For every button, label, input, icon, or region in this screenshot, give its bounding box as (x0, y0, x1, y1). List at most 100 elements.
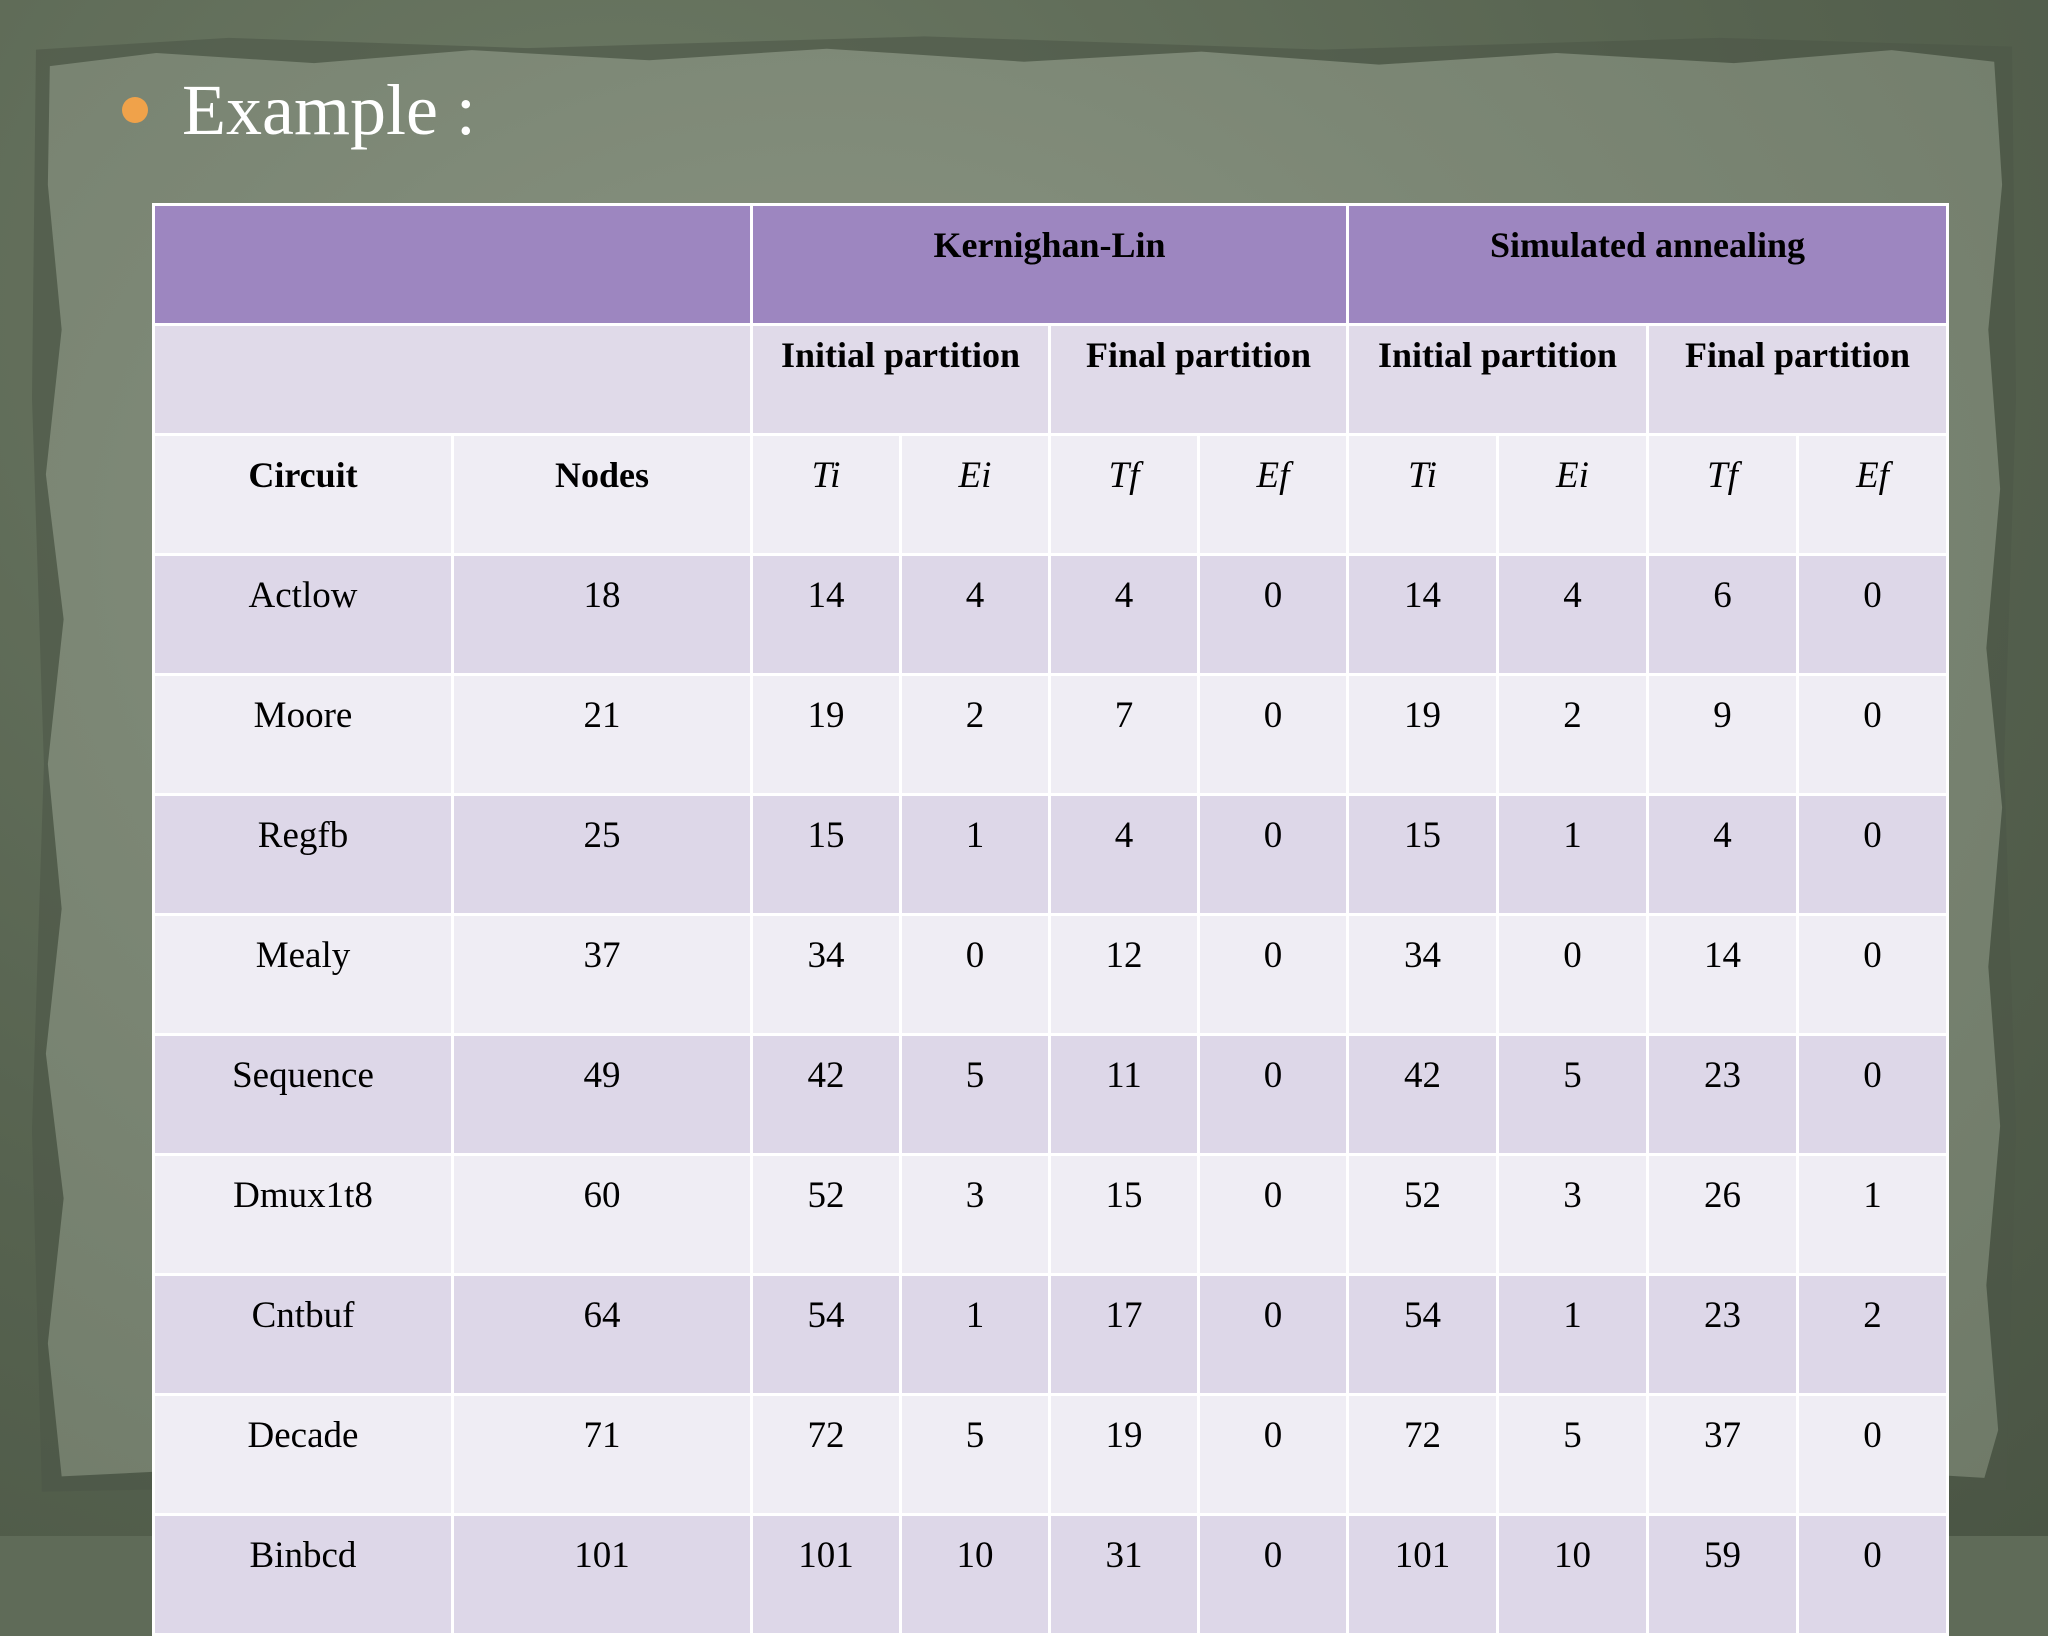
metric-value-cell: 4 (1048, 793, 1200, 916)
table-row: Actlow 18 14 4 4 0 14 4 6 0 (152, 553, 1950, 676)
metric-value-cell: 101 (1346, 1513, 1499, 1636)
metric-value-cell: 0 (1795, 793, 1950, 916)
bullet-icon (122, 97, 148, 123)
nodes-cell: 21 (451, 673, 753, 796)
metric-value-cell: 19 (750, 673, 902, 796)
column-header-metric: Ef (1197, 433, 1349, 556)
metric-value-cell: 0 (1197, 913, 1349, 1036)
metric-value-cell: 0 (1496, 913, 1649, 1036)
metric-value-cell: 42 (1346, 1033, 1499, 1156)
metric-value-cell: 15 (1346, 793, 1499, 916)
column-header-metric: Ti (750, 433, 902, 556)
metric-value-cell: 19 (1048, 1393, 1200, 1516)
circuit-name-cell: Mealy (152, 913, 454, 1036)
metric-value-cell: 0 (1197, 1393, 1349, 1516)
metric-value-cell: 14 (1346, 553, 1499, 676)
metric-value-cell: 52 (750, 1153, 902, 1276)
metric-value-cell: 2 (1795, 1273, 1950, 1396)
metric-value-cell: 3 (1496, 1153, 1649, 1276)
nodes-cell: 64 (451, 1273, 753, 1396)
circuit-name-cell: Cntbuf (152, 1273, 454, 1396)
circuit-name-cell: Moore (152, 673, 454, 796)
metric-value-cell: 101 (750, 1513, 902, 1636)
metric-value-cell: 0 (1197, 1153, 1349, 1276)
metric-value-cell: 10 (899, 1513, 1051, 1636)
metric-value-cell: 0 (899, 913, 1051, 1036)
subgroup-header-cell: Final partition (1645, 323, 1950, 436)
metric-value-cell: 0 (1795, 1033, 1950, 1156)
column-header-metric: Tf (1048, 433, 1200, 556)
circuit-name-cell: Regfb (152, 793, 454, 916)
metric-value-cell: 5 (1496, 1393, 1649, 1516)
metric-value-cell: 26 (1646, 1153, 1799, 1276)
metric-value-cell: 42 (750, 1033, 902, 1156)
metric-value-cell: 1 (899, 1273, 1051, 1396)
metric-value-cell: 11 (1048, 1033, 1200, 1156)
metric-value-cell: 9 (1646, 673, 1799, 796)
metric-value-cell: 15 (750, 793, 902, 916)
metric-value-cell: 0 (1795, 553, 1950, 676)
metric-value-cell: 52 (1346, 1153, 1499, 1276)
metric-value-cell: 5 (899, 1393, 1051, 1516)
table-row: Mealy 37 34 0 12 0 34 0 14 0 (152, 913, 1950, 1036)
metric-value-cell: 6 (1646, 553, 1799, 676)
table-body: Actlow 18 14 4 4 0 14 4 6 0 Moore 21 19 2 7 0 19 2 9 0 Regfb… (152, 553, 1950, 1636)
subgroup-header-cell: Final partition (1048, 323, 1349, 436)
metric-value-cell: 7 (1048, 673, 1200, 796)
metric-value-cell: 0 (1197, 673, 1349, 796)
column-header-nodes: Nodes (451, 433, 753, 556)
results-table: Kernighan-Lin Simulated annealing Initia… (152, 203, 1950, 1636)
metric-value-cell: 4 (899, 553, 1051, 676)
group-header-cell: Simulated annealing (1345, 203, 1950, 326)
metric-value-cell: 5 (1496, 1033, 1649, 1156)
nodes-cell: 49 (451, 1033, 753, 1156)
metric-value-cell: 31 (1048, 1513, 1200, 1636)
metric-value-cell: 15 (1048, 1153, 1200, 1276)
circuit-name-cell: Actlow (152, 553, 454, 676)
metric-value-cell: 0 (1795, 673, 1950, 796)
metric-value-cell: 0 (1795, 1393, 1950, 1516)
group-header-cell: Kernighan-Lin (750, 203, 1349, 326)
metric-value-cell: 0 (1197, 1033, 1349, 1156)
circuit-name-cell: Decade (152, 1393, 454, 1516)
metric-value-cell: 1 (1795, 1153, 1950, 1276)
metric-value-cell: 2 (899, 673, 1051, 796)
metric-value-cell: 14 (1646, 913, 1799, 1036)
metric-value-cell: 4 (1646, 793, 1799, 916)
table-row: Cntbuf 64 54 1 17 0 54 1 23 2 (152, 1273, 1950, 1396)
circuit-name-cell: Sequence (152, 1033, 454, 1156)
metric-value-cell: 5 (899, 1033, 1051, 1156)
metric-value-cell: 4 (1048, 553, 1200, 676)
metric-value-cell: 0 (1197, 1513, 1349, 1636)
metric-value-cell: 54 (1346, 1273, 1499, 1396)
metric-value-cell: 0 (1197, 553, 1349, 676)
slide-title: Example : (182, 70, 476, 150)
metric-value-cell: 1 (899, 793, 1051, 916)
table-row: Moore 21 19 2 7 0 19 2 9 0 (152, 673, 1950, 796)
subgroup-header-cell: Initial partition (750, 323, 1051, 436)
circuit-name-cell: Binbcd (152, 1513, 454, 1636)
table-row: Regfb 25 15 1 4 0 15 1 4 0 (152, 793, 1950, 916)
slide-title-row: Example : (122, 60, 476, 160)
metric-value-cell: 23 (1646, 1273, 1799, 1396)
metric-value-cell: 59 (1646, 1513, 1799, 1636)
metric-value-cell: 0 (1795, 1513, 1950, 1636)
metric-value-cell: 1 (1496, 793, 1649, 916)
nodes-cell: 101 (451, 1513, 753, 1636)
column-header-metric: Ti (1346, 433, 1499, 556)
table-row: Binbcd 101 101 10 31 0 101 10 59 0 (152, 1513, 1950, 1636)
metric-value-cell: 0 (1197, 1273, 1349, 1396)
column-header-metric: Ef (1795, 433, 1950, 556)
column-header-metric: Ei (899, 433, 1051, 556)
header-blank-cell (152, 323, 753, 436)
metric-value-cell: 14 (750, 553, 902, 676)
header-blank-cell (152, 203, 753, 326)
metric-value-cell: 34 (750, 913, 902, 1036)
column-header-metric: Tf (1646, 433, 1799, 556)
metric-value-cell: 2 (1496, 673, 1649, 796)
metric-value-cell: 0 (1795, 913, 1950, 1036)
metric-value-cell: 1 (1496, 1273, 1649, 1396)
metric-value-cell: 0 (1197, 793, 1349, 916)
metric-value-cell: 17 (1048, 1273, 1200, 1396)
metric-value-cell: 54 (750, 1273, 902, 1396)
